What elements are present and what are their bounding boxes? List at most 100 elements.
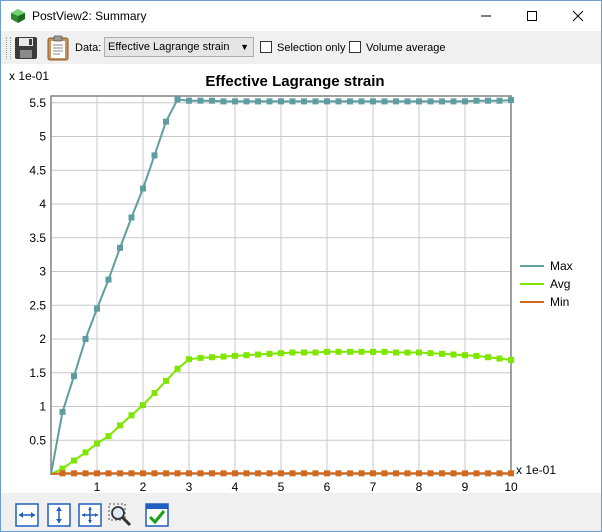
y-tick-label: 5: [39, 130, 46, 144]
legend-label: Max: [550, 259, 573, 273]
series-lines: [50, 96, 514, 477]
data-point: [117, 244, 123, 251]
data-point: [140, 402, 146, 409]
data-point: [151, 152, 158, 159]
data-point: [393, 470, 399, 477]
data-point: [174, 96, 181, 103]
volume-average-checkbox[interactable]: [349, 41, 361, 53]
data-label: Data:: [75, 42, 102, 54]
fit-width-icon[interactable]: [15, 503, 39, 527]
title-bar[interactable]: PostView2: Summary: [1, 1, 601, 31]
grid: [51, 96, 512, 474]
data-select[interactable]: Effective Lagrange strain ▼: [104, 37, 254, 57]
x-tick-label: 2: [140, 480, 147, 493]
legend-label: Min: [550, 295, 569, 309]
data-point: [473, 97, 480, 104]
legend: Max Avg Min: [520, 259, 573, 309]
data-point: [232, 352, 238, 359]
maximize-button[interactable]: [509, 1, 555, 31]
data-point: [94, 305, 100, 312]
data-point: [381, 470, 388, 477]
data-point: [128, 470, 135, 477]
data-point: [220, 353, 227, 360]
fit-all-icon[interactable]: [78, 503, 102, 527]
data-point: [186, 356, 192, 363]
x-tick-label: 9: [462, 480, 469, 493]
close-button[interactable]: [555, 1, 601, 31]
data-point: [335, 470, 342, 477]
data-point: [485, 354, 491, 361]
minimize-button[interactable]: [463, 1, 509, 31]
series-avg: [50, 348, 514, 475]
data-point: [312, 470, 319, 477]
series-min: [50, 470, 514, 477]
data-point: [82, 449, 89, 456]
data-point: [347, 470, 353, 477]
data-point: [416, 470, 422, 477]
bottom-toolbar: [1, 493, 601, 531]
data-point: [255, 351, 261, 358]
data-point: [381, 348, 388, 355]
data-point: [140, 185, 146, 192]
save-icon[interactable]: [14, 35, 38, 61]
data-point: [335, 348, 342, 355]
selection-only-label: Selection only: [277, 42, 346, 54]
data-point: [450, 98, 457, 105]
data-point: [174, 470, 181, 477]
data-point: [140, 470, 146, 477]
data-point: [450, 470, 457, 477]
data-point: [174, 365, 181, 372]
data-point: [220, 98, 227, 105]
plot-panel[interactable]: Effective Lagrange strain x 1e-01 x 1e-0…: [1, 64, 601, 494]
data-point: [197, 97, 204, 104]
data-point: [324, 98, 330, 105]
data-point: [393, 349, 399, 356]
data-point: [370, 348, 376, 355]
data-point: [220, 470, 227, 477]
line-chart[interactable]: Effective Lagrange strain x 1e-01 x 1e-0…: [1, 64, 601, 494]
data-point: [59, 465, 66, 472]
data-point: [301, 349, 307, 356]
data-point: [370, 98, 376, 105]
clipboard-icon[interactable]: [46, 35, 70, 61]
y-multiplier-label: x 1e-01: [9, 69, 49, 83]
data-point: [105, 433, 112, 440]
data-point: [358, 470, 365, 477]
data-point: [151, 390, 158, 396]
data-point: [186, 470, 192, 477]
data-point: [232, 470, 238, 477]
data-point: [105, 276, 112, 283]
data-point: [266, 350, 273, 357]
data-point: [427, 350, 434, 357]
selection-only-checkbox[interactable]: [260, 41, 272, 53]
zoom-select-icon[interactable]: [108, 503, 132, 527]
x-tick-label: 1: [94, 480, 101, 493]
volume-average-label: Volume average: [366, 42, 446, 54]
data-point: [266, 98, 273, 105]
x-tick-label: 7: [370, 480, 377, 493]
data-point: [508, 97, 514, 104]
fit-height-icon[interactable]: [47, 503, 71, 527]
chevron-down-icon: ▼: [240, 42, 249, 52]
data-point: [312, 349, 319, 356]
data-point: [278, 470, 284, 477]
data-point: [163, 470, 169, 477]
close-icon: [572, 10, 584, 22]
options-check-icon[interactable]: [145, 503, 169, 527]
data-point: [278, 98, 284, 105]
data-point: [209, 470, 215, 477]
data-point: [255, 98, 261, 105]
data-point: [473, 470, 480, 477]
data-point: [82, 470, 89, 477]
data-point: [289, 470, 296, 477]
data-point: [197, 354, 204, 361]
data-point: [243, 98, 250, 105]
y-tick-label: 1: [39, 400, 46, 414]
data-point: [255, 470, 261, 477]
toolbar-grip[interactable]: [6, 37, 11, 59]
series-max: [50, 96, 514, 475]
data-point: [128, 214, 135, 221]
data-point: [450, 351, 457, 358]
x-tick-label: 6: [324, 480, 331, 493]
x-tick-label: 10: [504, 480, 518, 493]
